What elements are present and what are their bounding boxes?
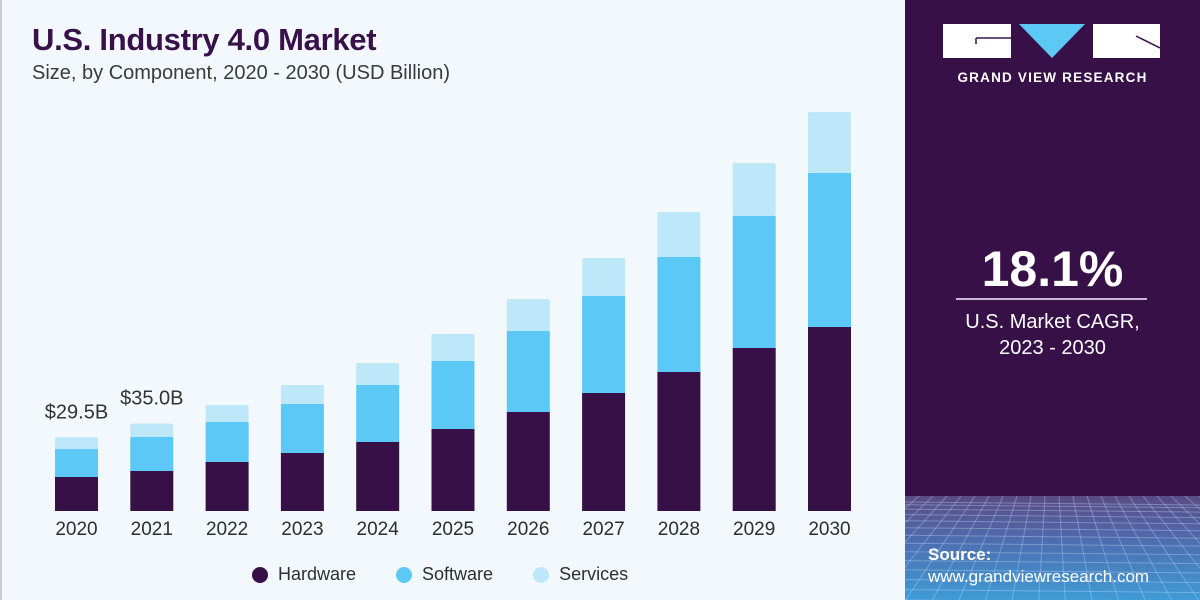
source-url[interactable]: www.grandviewresearch.com bbox=[928, 567, 1150, 586]
total-annotation-2020: $29.5B bbox=[45, 401, 108, 423]
x-tick-label: 2027 bbox=[582, 519, 624, 540]
bar-hardware-2020 bbox=[55, 477, 98, 511]
cagr-label-line2: 2023 - 2030 bbox=[999, 337, 1106, 359]
logo-block-r bbox=[1093, 24, 1160, 58]
bar-software-2025 bbox=[431, 361, 475, 429]
x-axis-ticks: 2020 2021 2022 2023 2024 2025 2026 2027 2028 2029… bbox=[55, 519, 850, 540]
cagr-value: 18.1% bbox=[981, 241, 1124, 297]
bars-group bbox=[55, 112, 851, 511]
cagr-label: U.S. Market CAGR, 2023 - 2030 bbox=[905, 309, 1200, 361]
bar-software-2023 bbox=[280, 404, 324, 453]
logo-text: GRAND VIEW RESEARCH bbox=[957, 70, 1148, 85]
chart-subtitle: Size, by Component, 2020 - 2030 (USD Bil… bbox=[32, 62, 450, 84]
bar-software-2029 bbox=[732, 216, 776, 348]
x-tick-label: 2023 bbox=[281, 519, 323, 540]
bar-services-2026 bbox=[506, 299, 550, 331]
x-tick-label: 2029 bbox=[733, 519, 775, 540]
x-tick-label: 2022 bbox=[206, 519, 248, 540]
bar-hardware-2029 bbox=[732, 348, 776, 511]
bar-services-2023 bbox=[280, 385, 324, 404]
bar-software-2022 bbox=[205, 422, 249, 462]
x-tick-label: 2025 bbox=[432, 519, 474, 540]
cagr-divider bbox=[956, 298, 1147, 300]
source-label: Source: bbox=[928, 545, 992, 564]
bar-services-2029 bbox=[732, 163, 776, 216]
bar-hardware-2025 bbox=[431, 429, 475, 511]
legend-item-software: Software bbox=[396, 564, 493, 585]
x-tick-label: 2030 bbox=[808, 519, 850, 540]
bar-software-2028 bbox=[657, 257, 701, 372]
bar-hardware-2021 bbox=[130, 471, 174, 511]
bar-software-2020 bbox=[55, 449, 98, 477]
legend-item-services: Services bbox=[533, 564, 628, 585]
bar-hardware-2027 bbox=[582, 393, 626, 511]
bar-hardware-2026 bbox=[506, 412, 550, 511]
bar-services-2020 bbox=[55, 437, 98, 450]
bar-services-2028 bbox=[657, 212, 701, 257]
bar-software-2027 bbox=[582, 296, 626, 393]
logo-block-g bbox=[943, 24, 1011, 58]
legend-label-services: Services bbox=[559, 564, 629, 584]
bar-services-2030 bbox=[808, 112, 851, 173]
logo-g-stroke bbox=[975, 37, 1011, 44]
bar-software-2026 bbox=[506, 331, 550, 412]
bar-hardware-2024 bbox=[356, 442, 400, 511]
bar-hardware-2022 bbox=[205, 462, 249, 511]
legend-dot-services bbox=[533, 566, 550, 583]
bar-hardware-2030 bbox=[808, 327, 851, 511]
bar-software-2024 bbox=[356, 385, 400, 442]
x-tick-label: 2024 bbox=[357, 519, 400, 540]
bar-services-2021 bbox=[130, 423, 174, 437]
bar-hardware-2028 bbox=[657, 372, 701, 511]
chart-title: U.S. Industry 4.0 Market bbox=[32, 22, 377, 57]
grand-view-research-logo bbox=[943, 24, 1160, 58]
grid-background-graphic bbox=[905, 495, 1200, 600]
legend-dot-hardware bbox=[252, 566, 268, 583]
legend-label-software: Software bbox=[422, 564, 494, 584]
legend-label-hardware: Hardware bbox=[278, 564, 357, 584]
bar-services-2024 bbox=[356, 363, 400, 385]
total-annotation-2021: $35.0B bbox=[120, 388, 183, 410]
bar-services-2025 bbox=[431, 334, 475, 361]
x-tick-label: 2026 bbox=[507, 519, 549, 540]
bar-hardware-2023 bbox=[280, 453, 324, 511]
x-tick-label: 2020 bbox=[55, 519, 97, 540]
annotations-group: $29.5B $35.0B bbox=[45, 388, 184, 424]
logo-r-stroke bbox=[1135, 35, 1160, 49]
info-panel: GRAND VIEW RESEARCH 18.1% U.S. Market CA… bbox=[905, 0, 1200, 600]
grid-lines bbox=[905, 495, 1200, 600]
logo-triangle-v bbox=[1019, 24, 1085, 58]
left-border bbox=[0, 0, 2, 600]
x-tick-label: 2028 bbox=[658, 519, 700, 540]
bar-software-2021 bbox=[130, 437, 174, 471]
bar-services-2022 bbox=[205, 405, 249, 422]
bar-services-2027 bbox=[582, 258, 626, 296]
x-tick-label: 2021 bbox=[131, 519, 173, 540]
bar-software-2030 bbox=[808, 173, 851, 327]
legend: Hardware Software Services bbox=[252, 564, 668, 585]
cagr-label-line1: U.S. Market CAGR, bbox=[965, 311, 1140, 333]
stacked-bar-chart: 2020 2021 2022 2023 2024 2025 2026 2027 2028 2029… bbox=[45, 112, 851, 540]
legend-dot-software bbox=[396, 566, 413, 583]
legend-item-hardware: Hardware bbox=[252, 564, 356, 585]
